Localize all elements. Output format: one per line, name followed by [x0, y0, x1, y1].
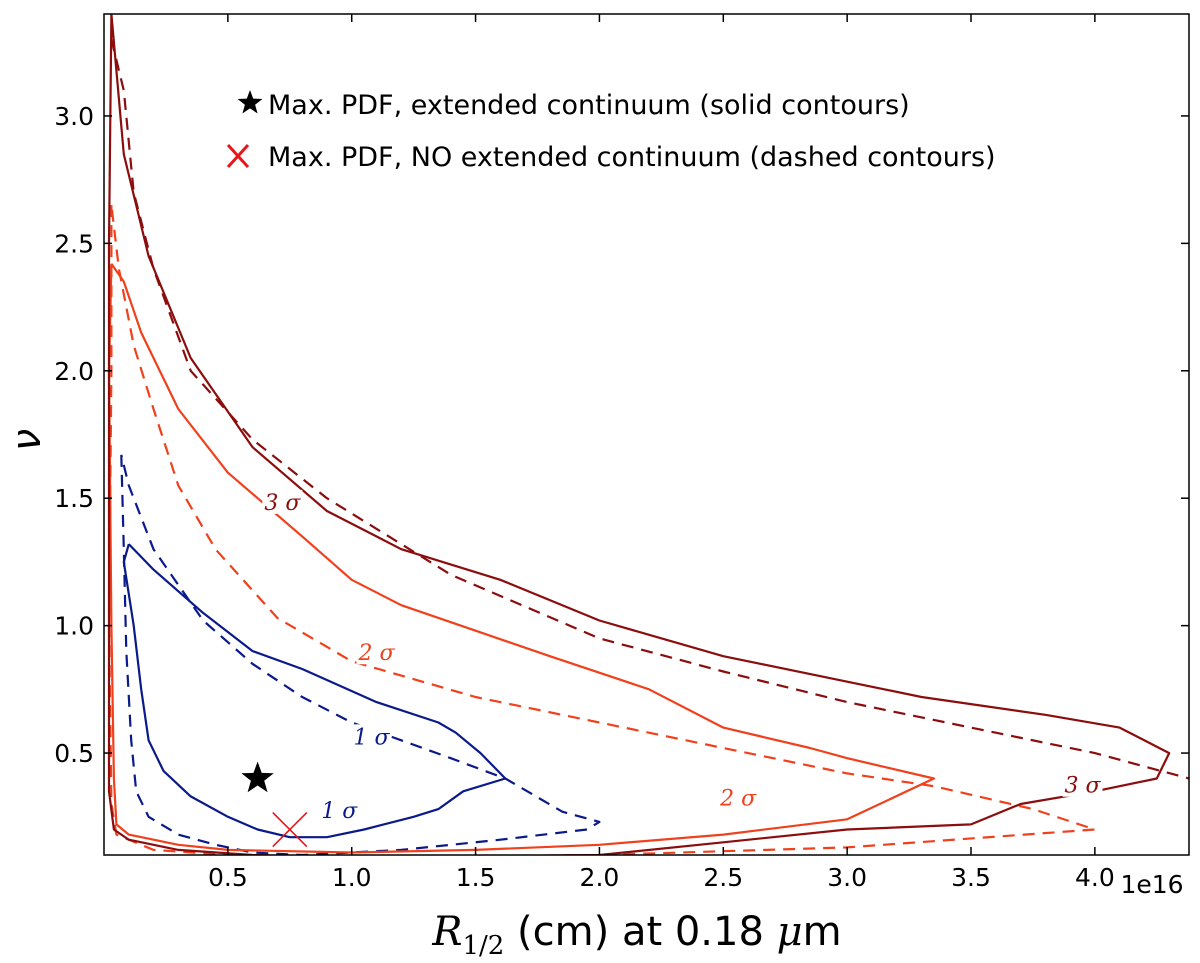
contour-label-4: 3 σ [264, 491, 301, 516]
contour-label-bg-2 [356, 640, 397, 665]
y-tick-label: 2.5 [54, 229, 94, 258]
contour-label-bg-5 [1062, 772, 1103, 797]
legend-star-icon [237, 90, 263, 114]
max-pdf-no-extended-x-marker [272, 811, 308, 848]
axis-ticks: 0.5 1.0 1.5 2.0 2.5 3.0 3.5 4.0 0.5 1.0 1.5 2.0 2.5 3… [54, 14, 1189, 892]
contour-labels: 1 σ 1 σ 2 σ 2 σ 3 σ 3 σ [262, 489, 1103, 824]
contour-label-5: 3 σ [1064, 774, 1101, 799]
x-tick-label: 2.5 [703, 863, 743, 892]
contour-label-2: 2 σ [357, 641, 395, 666]
x-tick-label: 3.0 [827, 863, 867, 892]
y-tick-label: 1.0 [54, 612, 94, 641]
y-tick-label: 1.5 [54, 484, 94, 513]
contour-label-bg-4 [262, 489, 303, 514]
contour-3sigma-dashed-5 [110, 39, 1189, 780]
x-tick-label: 1.0 [332, 863, 372, 892]
x-tick-label: 4.0 [1075, 863, 1115, 892]
x-axis-label: R1/2 (cm) at 0.18 μm [431, 909, 841, 961]
contour-2sigma-dashed-3 [107, 204, 1096, 855]
legend: Max. PDF, extended continuum (solid cont… [226, 90, 996, 173]
y-tick-label: 0.5 [54, 739, 94, 768]
x-axis-label-unit: m [803, 909, 842, 955]
legend-label-no-extended: Max. PDF, NO extended continuum (dashed … [268, 142, 996, 173]
x-tick-label: 1.5 [456, 863, 496, 892]
x-axis-label-rest: (cm) at 0.18 [504, 909, 776, 955]
x-tick-label: 2.0 [580, 863, 620, 892]
max-pdf-no-extended-x-stroke-1 [272, 811, 308, 848]
y-axis-label: ν [4, 429, 50, 451]
contour-1sigma-dashed-1 [120, 454, 601, 855]
y-tick-label: 2.0 [54, 357, 94, 386]
contour-1sigma-solid-0 [122, 543, 507, 839]
x-tick-label: 0.5 [208, 863, 248, 892]
contour-3sigma-solid-4 [107, 14, 1171, 855]
x-tick-label: 3.5 [951, 863, 991, 892]
contour-label-0: 1 σ [354, 725, 391, 750]
contour-label-bg-1 [319, 798, 360, 823]
contour-label-1: 1 σ [321, 799, 358, 824]
max-pdf-markers [241, 761, 308, 848]
contour-label-bg-0 [351, 724, 392, 749]
legend-label-extended: Max. PDF, extended continuum (solid cont… [268, 90, 910, 121]
y-tick-label: 3.0 [54, 102, 94, 131]
max-pdf-extended-star-marker [241, 761, 274, 793]
x-multiplier-label: 1e16 [1120, 870, 1183, 899]
legend-x-stroke-1 [226, 143, 250, 169]
x-axis-label-sub: 1/2 [463, 931, 505, 961]
x-axis-label-mu: μ [777, 909, 803, 955]
x-axis-label-main: R [431, 909, 462, 955]
plot-frame [103, 13, 1190, 856]
contour-label-3: 2 σ [719, 786, 757, 811]
contour-label-bg-3 [718, 785, 759, 810]
legend-x-icon [226, 143, 250, 169]
legend-star-shape [237, 90, 263, 114]
